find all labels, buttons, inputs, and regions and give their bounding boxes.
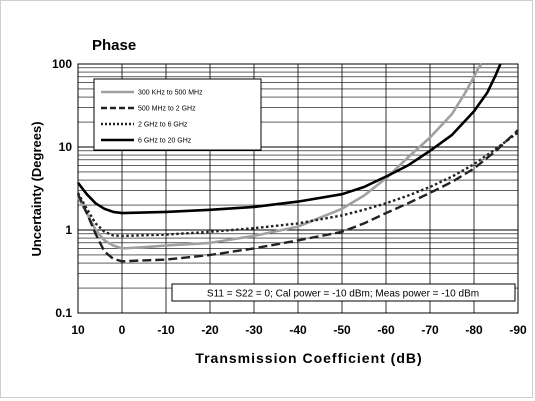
legend: 300 KHz to 500 MHz 500 MHz to 2 GHz 2 GHz … (93, 78, 262, 151)
x-tick-label: -80 (465, 323, 483, 337)
x-tick-label: 0 (119, 323, 126, 337)
x-tick-label: -10 (157, 323, 175, 337)
x-axis-ticks: 10 0 -10 -20 -30 -40 -50 -60 -70 -80 -90 (71, 323, 527, 337)
legend-label: 2 GHz to 6 GHz (138, 122, 188, 129)
y-tick-label: 0.1 (55, 306, 72, 320)
x-tick-label: -60 (377, 323, 395, 337)
y-tick-label: 1 (65, 223, 72, 237)
legend-label: 500 MHz to 2 GHz (138, 106, 196, 113)
y-tick-label: 10 (59, 140, 73, 154)
series-line-1 (76, 63, 483, 250)
plot-area (77, 63, 519, 314)
chart-title: Phase (92, 37, 136, 54)
series-line-3 (76, 131, 519, 238)
x-tick-label: -30 (245, 323, 263, 337)
annotation-box: S11 = S22 = 0; Cal power = -10 dBm; Meas… (171, 283, 516, 302)
y-tick-label: 100 (52, 57, 72, 71)
x-tick-label: -20 (201, 323, 219, 337)
x-tick-label: -40 (289, 323, 307, 337)
x-axis-label: Transmission Coefficient (dB) (195, 350, 422, 366)
legend-label: 6 GHz to 20 GHz (138, 138, 192, 145)
legend-label: 300 KHz to 500 MHz (138, 90, 203, 97)
x-tick-label: -50 (333, 323, 351, 337)
series-lines (76, 63, 519, 263)
x-tick-label: -90 (509, 323, 527, 337)
annotation-text: S11 = S22 = 0; Cal power = -10 dBm; Meas… (207, 289, 479, 300)
y-axis-label: Uncertainty (Degrees) (29, 121, 44, 256)
x-tick-label: -70 (421, 323, 439, 337)
series-line-4 (76, 63, 502, 215)
y-axis-ticks: 0.1 1 10 100 (52, 57, 72, 320)
x-tick-label: 10 (71, 323, 85, 337)
series-line-2 (76, 129, 519, 263)
